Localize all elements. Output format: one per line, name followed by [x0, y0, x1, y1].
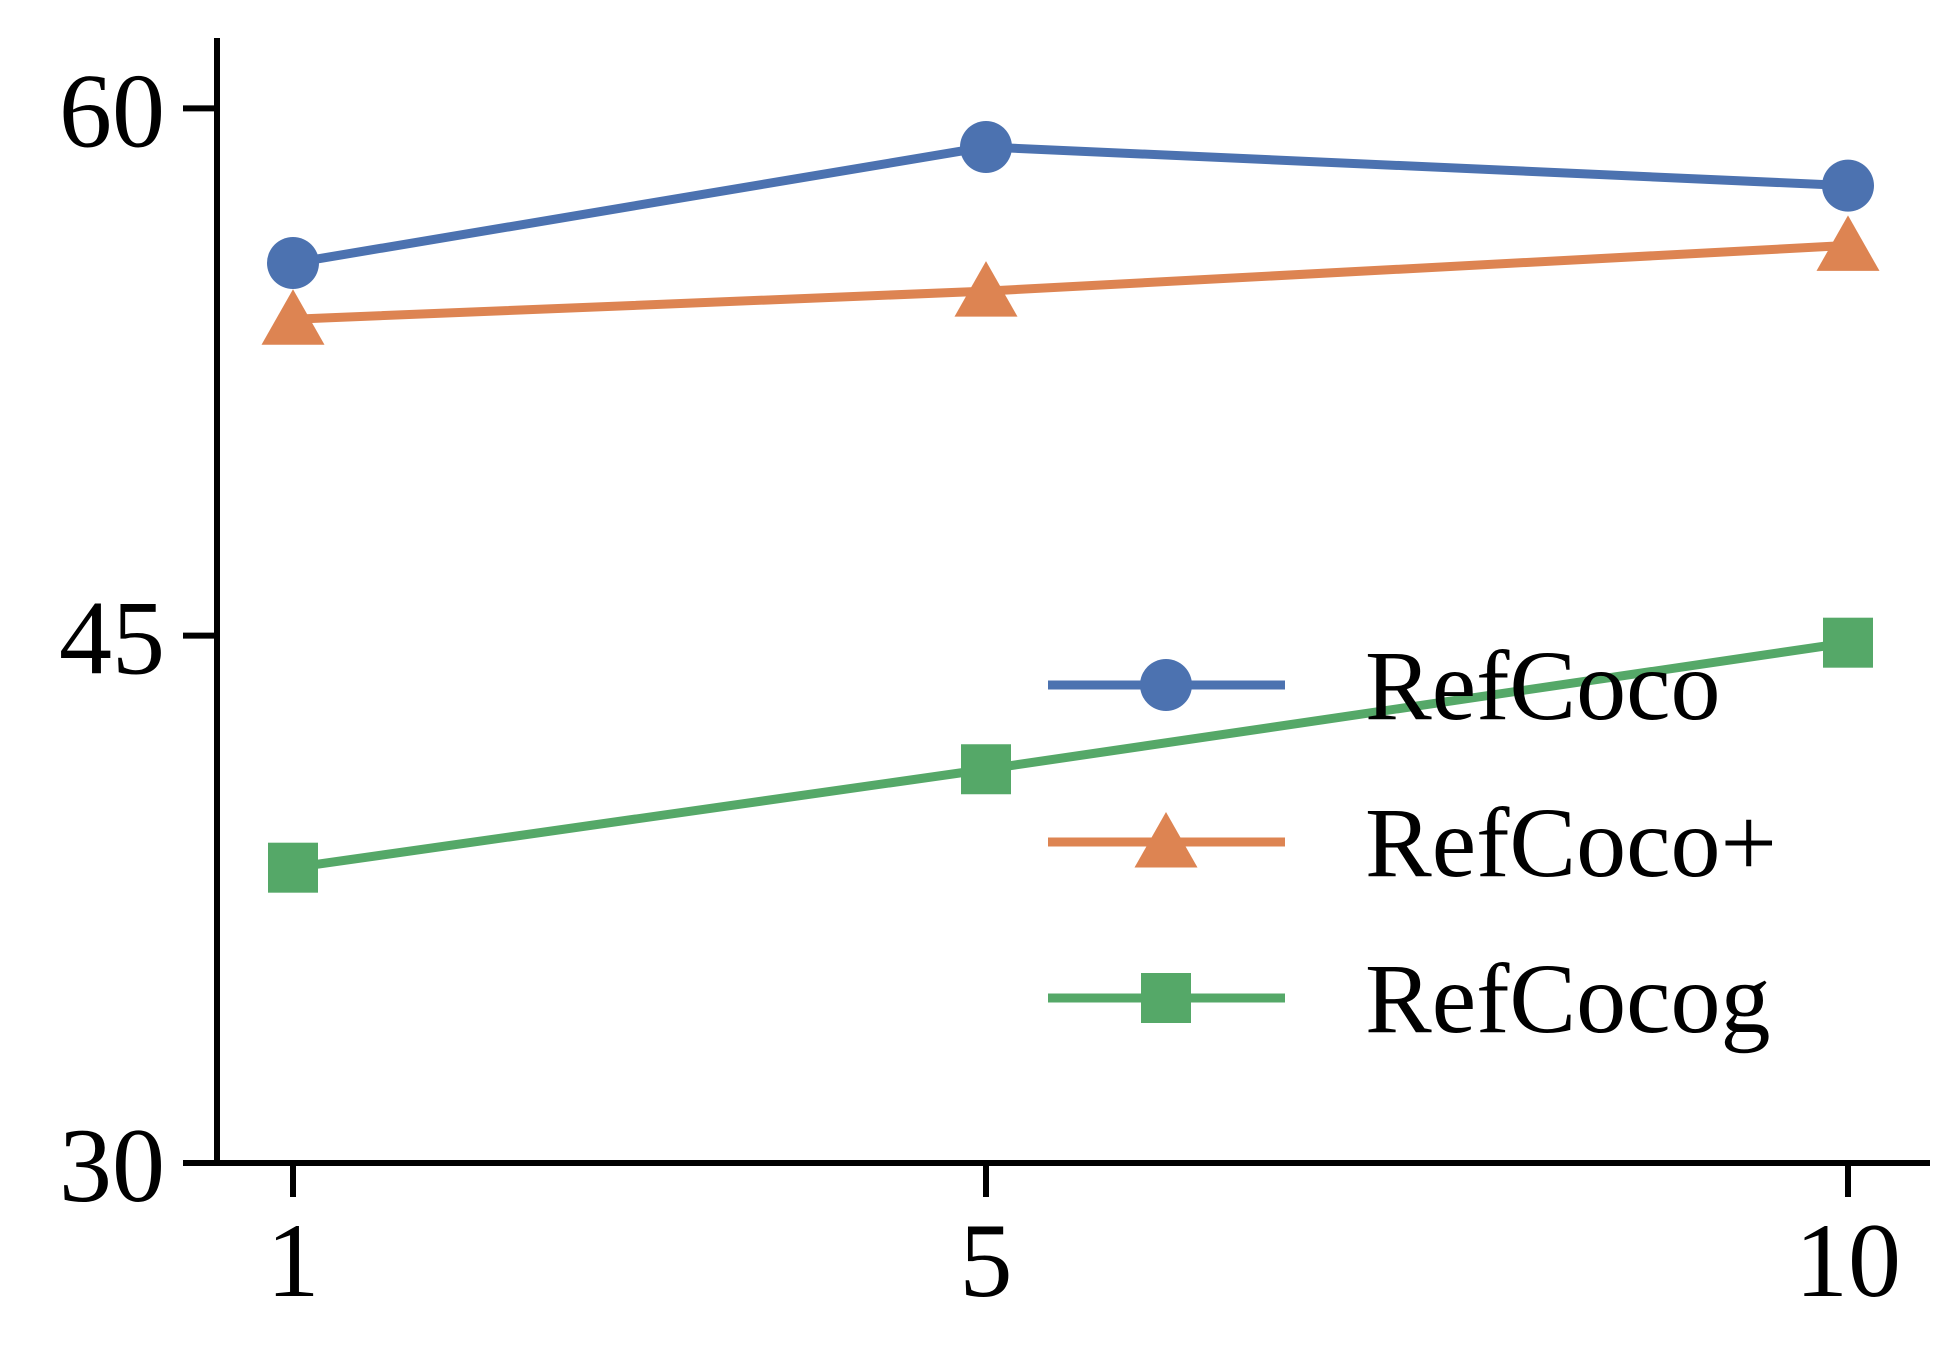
y-tick-label: 45 — [59, 580, 165, 697]
legend-marker — [1140, 659, 1192, 711]
series-layer — [261, 120, 1880, 893]
legend-entry: RefCoco+ — [1048, 787, 1777, 898]
x-tick-label: 10 — [1795, 1202, 1901, 1319]
axes — [214, 38, 1930, 1166]
legend-label: RefCoco+ — [1365, 787, 1777, 898]
data-point — [267, 237, 319, 289]
data-point — [1816, 215, 1880, 271]
series-line — [292, 240, 1849, 324]
data-point — [261, 289, 325, 345]
legend: RefCoco RefCoco+ RefCocog — [1048, 630, 1777, 1054]
legend-marker — [1134, 812, 1198, 868]
series-2 — [261, 215, 1880, 345]
series-1 — [267, 120, 1874, 289]
data-point — [1822, 159, 1874, 212]
legend-entry: RefCoco — [1048, 630, 1720, 741]
data-point — [268, 842, 318, 893]
legend-label: RefCoco — [1365, 630, 1720, 741]
data-point — [960, 120, 1012, 173]
x-tick-label: 5 — [960, 1202, 1013, 1319]
x-tick-label: 1 — [267, 1202, 320, 1319]
legend-label: RefCocog — [1365, 943, 1770, 1054]
y-tick-label: 60 — [59, 52, 165, 169]
series-line — [292, 142, 1849, 268]
legend-entry: RefCocog — [1048, 943, 1770, 1054]
data-point — [954, 261, 1018, 317]
data-point — [961, 744, 1011, 795]
y-tick-label: 30 — [59, 1107, 165, 1224]
series-3 — [268, 617, 1873, 893]
legend-marker — [1141, 973, 1191, 1023]
ticks: 30 45 60 1 5 10 — [59, 52, 1901, 1319]
data-point — [1823, 617, 1873, 668]
